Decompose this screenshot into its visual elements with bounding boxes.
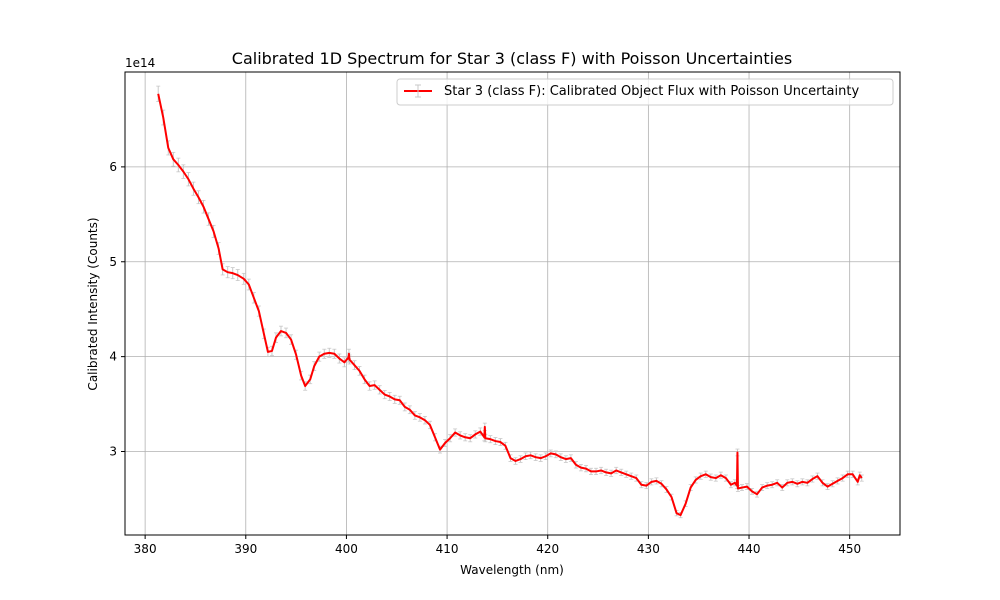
x-tick-label: 430: [637, 542, 660, 556]
legend-entry-label: Star 3 (class F): Calibrated Object Flux…: [444, 84, 859, 99]
grid-lines: [125, 72, 900, 535]
x-tick-label: 400: [335, 542, 358, 556]
x-tick-label: 450: [838, 542, 861, 556]
y-tick-label: 6: [109, 160, 117, 174]
y-tick-label: 4: [109, 350, 117, 364]
x-tick-label: 380: [134, 542, 157, 556]
flux-series-line: [157, 93, 863, 517]
legend-box: [396, 78, 894, 106]
x-tick-label: 410: [436, 542, 459, 556]
x-axis-ticks: 380 390 400 410 420 430 440 450: [134, 535, 861, 556]
x-tick-label: 420: [536, 542, 559, 556]
x-tick-label: 390: [234, 542, 257, 556]
plot-frame: [124, 71, 901, 536]
y-offset-label: 1e14: [125, 56, 155, 70]
legend: Star 3 (class F): Calibrated Object Flux…: [396, 78, 894, 106]
x-axis-label: Wavelength (nm): [460, 563, 564, 577]
y-tick-label: 3: [109, 445, 117, 459]
y-tick-label: 5: [109, 255, 117, 269]
y-axis-label: Calibrated Intensity (Counts): [86, 217, 100, 390]
x-tick-label: 440: [738, 542, 761, 556]
chart-title: Calibrated 1D Spectrum for Star 3 (class…: [232, 49, 792, 68]
y-axis-ticks: 3 4 5 6: [109, 160, 125, 459]
